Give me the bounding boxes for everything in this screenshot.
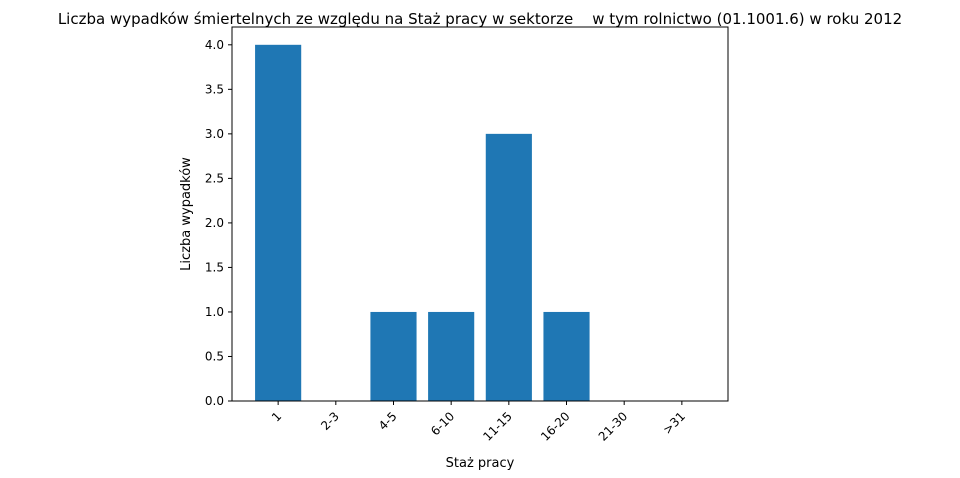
- x-tick-label: 4-5: [376, 409, 400, 433]
- plot-frame: [231, 26, 729, 402]
- y-tick-label: 3.5: [205, 82, 224, 96]
- y-tick-label: 0.5: [205, 349, 224, 363]
- bar-16-20: [543, 311, 590, 401]
- chart-title: Liczba wypadków śmiertelnych ze względu …: [58, 10, 902, 28]
- y-tick-label: 2.5: [205, 171, 224, 185]
- y-tick-label: 3.0: [205, 127, 224, 141]
- x-tick-label: 1: [269, 409, 284, 424]
- y-tick-label: 0.0: [205, 394, 224, 408]
- x-axis-ticks: 1 2-3 4-5 6-10 11-15 16-20 21-30 >31: [269, 401, 688, 444]
- x-tick-label: 6-10: [428, 409, 457, 438]
- y-tick-label: 2.0: [205, 216, 224, 230]
- y-tick-label: 4.0: [205, 38, 224, 52]
- x-tick-label: 21-30: [596, 409, 631, 444]
- x-tick-label: 16-20: [538, 409, 573, 444]
- x-tick-label: 11-15: [480, 409, 515, 444]
- y-tick-label: 1.5: [205, 260, 224, 274]
- bar-11-15: [485, 133, 532, 401]
- x-tick-label: >31: [660, 409, 688, 437]
- x-axis-label: Staż pracy: [446, 456, 515, 471]
- y-tick-label: 1.0: [205, 305, 224, 319]
- x-tick-label: 2-3: [318, 409, 342, 433]
- bar-6-10: [428, 311, 475, 401]
- y-axis-label: Liczba wypadków: [179, 157, 194, 271]
- y-axis-ticks: 0.0 0.5 1.0 1.5 2.0 2.5 3.0 3.5 4.0: [205, 38, 232, 408]
- bars-group: [255, 44, 590, 402]
- bar-4-5: [370, 311, 417, 401]
- bar-1: [255, 44, 302, 402]
